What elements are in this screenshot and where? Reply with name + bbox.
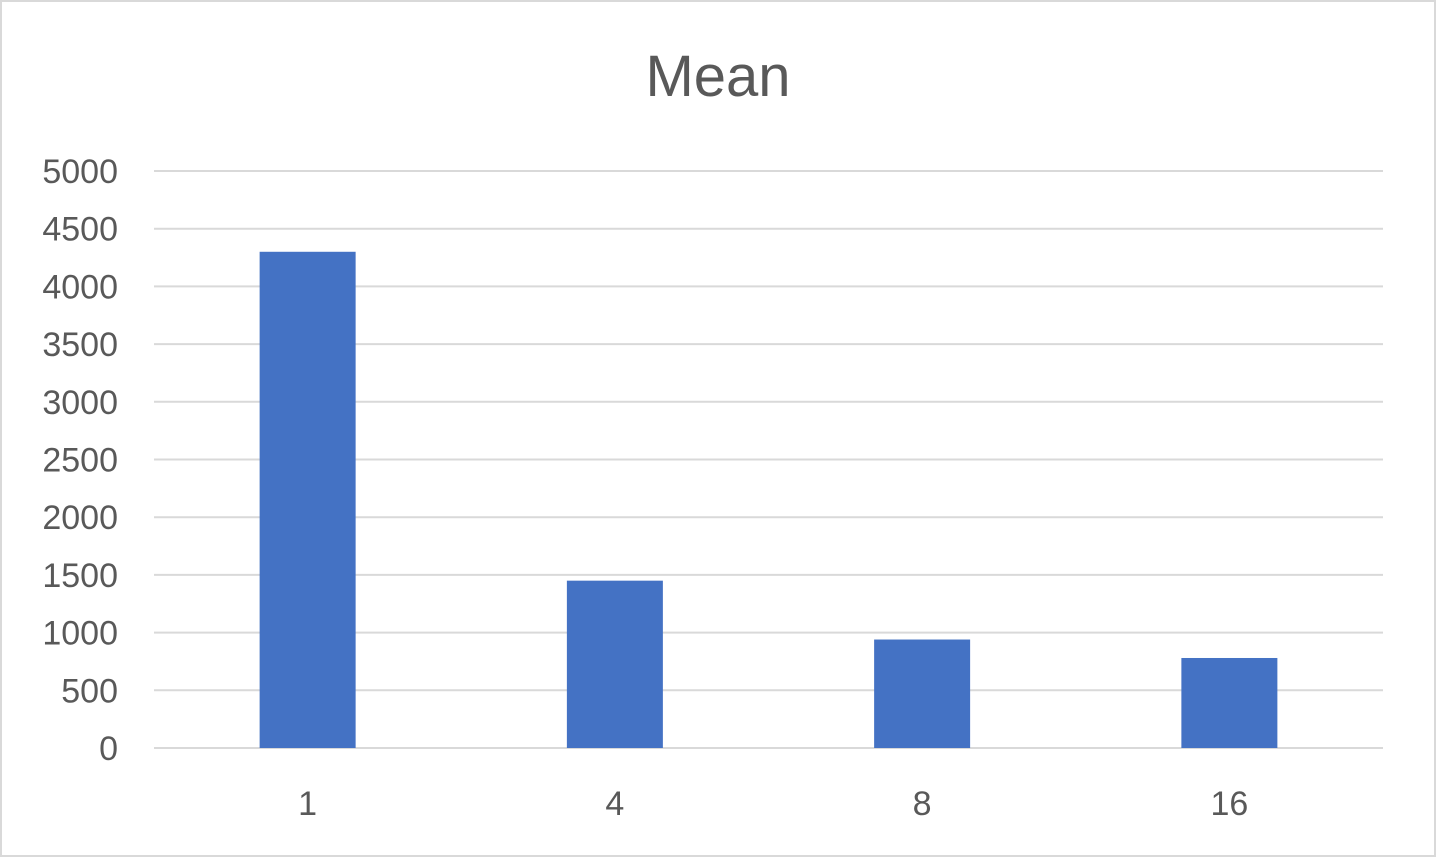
gridlines [154,170,1383,749]
y-tick-label: 1500 [42,557,118,595]
y-axis-ticks: 0 500 1000 1500 2000 2500 3000 3500 4000 4500 5000 [42,153,118,768]
y-tick-label: 5000 [42,153,118,191]
y-tick-label: 4500 [42,211,118,249]
y-tick-label: 3000 [42,384,118,422]
y-tick-label: 0 [99,730,118,768]
x-tick-label: 16 [1210,785,1248,823]
bars [259,251,1278,748]
y-tick-label: 2000 [42,499,118,537]
x-tick-label: 1 [298,785,317,823]
y-tick-label: 4000 [42,268,118,306]
y-tick-label: 2500 [42,442,118,480]
chart-title: Mean [645,44,791,109]
y-tick-label: 3500 [42,326,118,364]
bar-1 [259,251,356,748]
bar-4 [566,580,663,748]
y-tick-label: 1000 [42,615,118,653]
bar-16 [1181,657,1278,748]
bar-8 [874,639,971,748]
x-tick-label: 8 [913,785,932,823]
y-tick-label: 500 [61,672,118,710]
x-tick-label: 4 [605,785,624,823]
x-axis-ticks: 1 4 8 16 [298,785,1248,823]
